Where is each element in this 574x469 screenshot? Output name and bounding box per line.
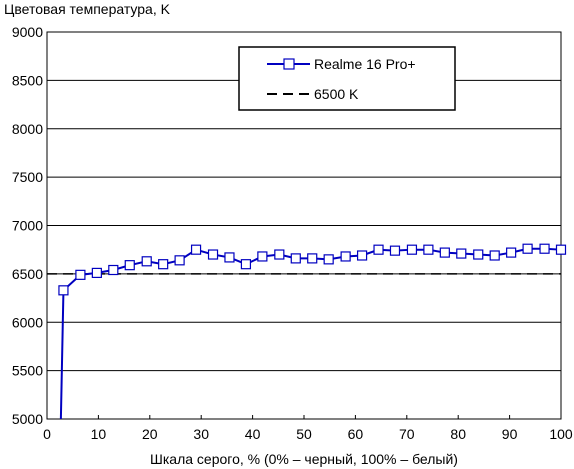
data-point-marker [489, 250, 500, 261]
data-point-marker [290, 253, 301, 264]
y-axis-label: Цветовая температура, K [4, 1, 171, 17]
data-point-marker [257, 251, 268, 262]
data-point-marker [456, 248, 467, 259]
data-point-marker [307, 253, 318, 264]
x-tick-label: 70 [399, 426, 415, 442]
y-tick-labels: 5000 5500 6000 6500 7000 7500 8000 8500 9000 [12, 24, 43, 427]
legend-label-realme: Realme 16 Pro+ [314, 56, 416, 72]
y-tick-label: 7500 [12, 169, 43, 185]
x-tick-label: 50 [296, 426, 312, 442]
data-point-marker [340, 251, 351, 262]
data-point-marker [207, 249, 219, 260]
data-point-marker [108, 264, 119, 276]
x-tick-label: 40 [245, 426, 261, 442]
data-point-marker [522, 243, 533, 254]
data-point-marker [389, 245, 401, 256]
data-point-marker [58, 285, 69, 296]
x-tick-label: 0 [43, 426, 51, 442]
legend: Realme 16 Pro+ 6500 K [238, 46, 456, 111]
y-tick-label: 6000 [12, 314, 43, 330]
x-tick-label: 90 [502, 426, 518, 442]
y-tick-label: 8000 [12, 121, 43, 137]
plot-frame [46, 31, 562, 420]
legend-label-6500k: 6500 K [314, 86, 359, 102]
data-point-marker [141, 256, 152, 267]
data-point-marker [439, 247, 450, 258]
data-point-marker [240, 259, 252, 270]
data-point-marker [373, 244, 384, 255]
data-point-marker [75, 269, 86, 280]
legend-marker-realme [283, 58, 295, 70]
x-tick-label: 80 [450, 426, 466, 442]
y-tick-label: 6500 [12, 266, 43, 282]
data-point-marker [124, 260, 135, 271]
y-tick-label: 5500 [12, 363, 43, 379]
x-axis-label: Шкала серого, % (0% – черный, 100% – бел… [150, 451, 458, 467]
data-point-marker [323, 254, 334, 265]
x-tick-label: 20 [142, 426, 158, 442]
data-point-marker [174, 255, 185, 266]
legend-box [238, 46, 456, 111]
data-point-marker [406, 244, 418, 255]
data-point-marker [158, 259, 169, 270]
data-point-marker [555, 244, 567, 255]
y-tick-label: 7000 [12, 218, 43, 234]
data-point-marker [190, 244, 202, 255]
data-point-marker [539, 243, 550, 254]
data-point-marker [91, 267, 102, 279]
data-point-marker [506, 247, 517, 258]
data-point-marker [356, 250, 368, 261]
data-point-marker [224, 252, 235, 263]
x-tick-label: 100 [549, 426, 573, 442]
y-tick-label: 8500 [12, 72, 43, 88]
data-point-marker [274, 249, 285, 260]
series-layer [47, 243, 567, 420]
y-tick-label: 5000 [12, 411, 43, 427]
grid-lines [47, 79, 561, 372]
x-tick-label: 60 [348, 426, 364, 442]
y-tick-label: 9000 [12, 24, 43, 40]
x-tick-label: 30 [193, 426, 209, 442]
x-tick-labels: 0 10 20 30 40 50 60 70 80 90 100 [43, 415, 573, 442]
data-point-marker [473, 249, 484, 260]
x-tick-label: 10 [91, 426, 107, 442]
data-point-marker [423, 244, 434, 255]
